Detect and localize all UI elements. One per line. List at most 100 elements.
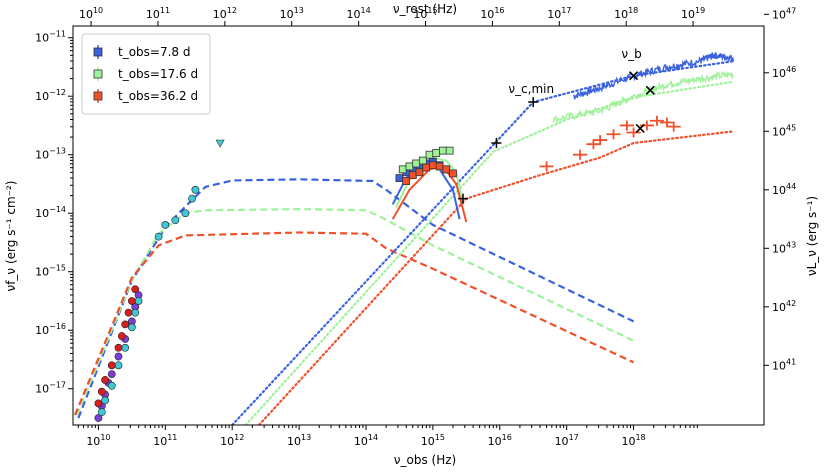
y2-tick-label-1: 1042 [772, 299, 796, 314]
x2-tick-label-9-exp: 19 [695, 6, 705, 15]
y-tick-label-4-base: 10 [35, 149, 49, 162]
x-tick-label-0: 1010 [86, 433, 110, 448]
y-tick-label-1-base: 10 [35, 324, 49, 337]
y-tick-label-6-base: 10 [35, 32, 49, 45]
x2-tick-label-8-exp: 18 [628, 6, 638, 15]
x2-tick-label-2-base: 10 [213, 8, 227, 21]
point-14-1 [573, 149, 588, 160]
x2-tick-label-3-exp: 13 [294, 6, 304, 15]
y2-tick-label-0: 1041 [772, 357, 796, 372]
legend-label-2: t_obs=36.2 d [118, 89, 198, 103]
top-x-axis-label: ν_rest (Hz) [393, 2, 457, 16]
y-tick-label-2-base: 10 [35, 266, 49, 279]
point-16-10 [171, 216, 180, 225]
y-tick-label-0-base: 10 [35, 383, 49, 396]
series-spectrum-9 [572, 52, 735, 101]
y-tick-label-3: 10−14 [35, 205, 66, 220]
point-20-0 [628, 71, 639, 81]
point-14-7 [639, 120, 654, 131]
series-line-5 [257, 130, 735, 425]
point-16-1 [101, 396, 110, 405]
x-tick-label-7-base: 10 [555, 435, 569, 448]
y-tick-label-5-base: 10 [35, 90, 49, 103]
x2-tick-label-8: 1018 [614, 6, 638, 21]
legend-marker-2 [93, 91, 103, 101]
x-tick-label-6-exp: 16 [502, 433, 512, 442]
point-12-1 [405, 162, 414, 171]
point-13-2 [415, 168, 424, 177]
series-14 [539, 115, 681, 172]
series-line-2 [73, 231, 635, 416]
legend-label-0: t_obs=7.8 d [118, 45, 191, 59]
point-12-6 [439, 146, 447, 155]
point-19-2 [528, 97, 539, 108]
y-tick-label-3-base: 10 [35, 207, 49, 220]
point-13-5 [435, 162, 444, 171]
point-12-3 [418, 156, 427, 165]
legend-marker-1 [93, 69, 103, 79]
x2-tick-label-3-base: 10 [280, 8, 294, 21]
series-0 [77, 178, 635, 419]
x-tick-label-0-base: 10 [86, 435, 100, 448]
point-17-6 [121, 320, 130, 329]
x2-tick-label-8-base: 10 [614, 8, 628, 21]
legend-marker-0 [93, 47, 103, 57]
x2-tick-label-0: 1010 [79, 6, 103, 21]
y2-tick-label-6-exp: 47 [786, 6, 796, 15]
series-line-0 [77, 178, 635, 419]
point-17-0 [94, 399, 103, 408]
x2-tick-label-4: 1014 [347, 6, 371, 21]
y-tick-label-1-exp: −16 [49, 322, 66, 331]
y-tick-label-0: 10−17 [35, 381, 66, 396]
series-5 [257, 130, 735, 425]
point-14-5 [619, 120, 634, 131]
point-13-6 [442, 165, 451, 174]
point-17-5 [117, 332, 126, 340]
point-16-5 [127, 323, 136, 332]
series-spectrum-10 [552, 70, 734, 126]
right-y-axis-label: νL_ν (erg s⁻¹) [805, 196, 819, 276]
series-line-3 [231, 60, 735, 425]
point-17-4 [114, 343, 123, 352]
point-17-7 [124, 308, 133, 317]
point-17-1 [97, 387, 106, 396]
point-16-7 [134, 297, 143, 305]
series-17 [94, 285, 140, 408]
point-20-1 [645, 85, 655, 95]
y-tick-label-1: 10−16 [35, 322, 66, 337]
y2-tick-label-4-base: 10 [772, 125, 786, 138]
x2-tick-label-0-exp: 10 [93, 6, 103, 15]
x-tick-label-2-exp: 12 [234, 433, 244, 442]
point-14-3 [593, 135, 608, 146]
x-tick-label-1-base: 10 [153, 435, 167, 448]
x-tick-label-0-exp: 10 [100, 433, 110, 442]
point-16-11 [181, 209, 190, 218]
series-4 [244, 80, 735, 425]
point-16-12 [188, 194, 196, 203]
y-tick-label-2-exp: −15 [49, 264, 66, 273]
x2-tick-label-7: 1017 [547, 6, 571, 21]
x-tick-label-6-base: 10 [488, 435, 502, 448]
y2-tick-label-3-exp: 44 [786, 182, 796, 191]
point-14-6 [626, 127, 641, 138]
y2-tick-label-1-exp: 42 [786, 299, 796, 308]
point-14-4 [606, 129, 621, 140]
x-tick-label-8-base: 10 [621, 435, 635, 448]
point-13-0 [402, 177, 411, 185]
x2-tick-label-4-exp: 14 [361, 6, 371, 15]
x-tick-label-4: 1014 [354, 433, 378, 448]
y2-tick-label-0-exp: 41 [786, 357, 796, 366]
annotation-1: ν_b [621, 47, 641, 61]
point-13-4 [428, 161, 437, 170]
series-13 [402, 161, 457, 185]
x-tick-label-2: 1012 [220, 433, 244, 448]
y2-tick-label-0-base: 10 [772, 359, 786, 372]
point-13-3 [422, 163, 431, 172]
legend: t_obs=7.8 d t_obs=17.6 d t_obs=36.2 d [81, 33, 211, 115]
point-14-8 [649, 115, 664, 126]
point-13-7 [449, 169, 457, 178]
y2-tick-label-3: 1044 [772, 182, 796, 197]
y2-tick-label-1-base: 10 [772, 301, 786, 314]
